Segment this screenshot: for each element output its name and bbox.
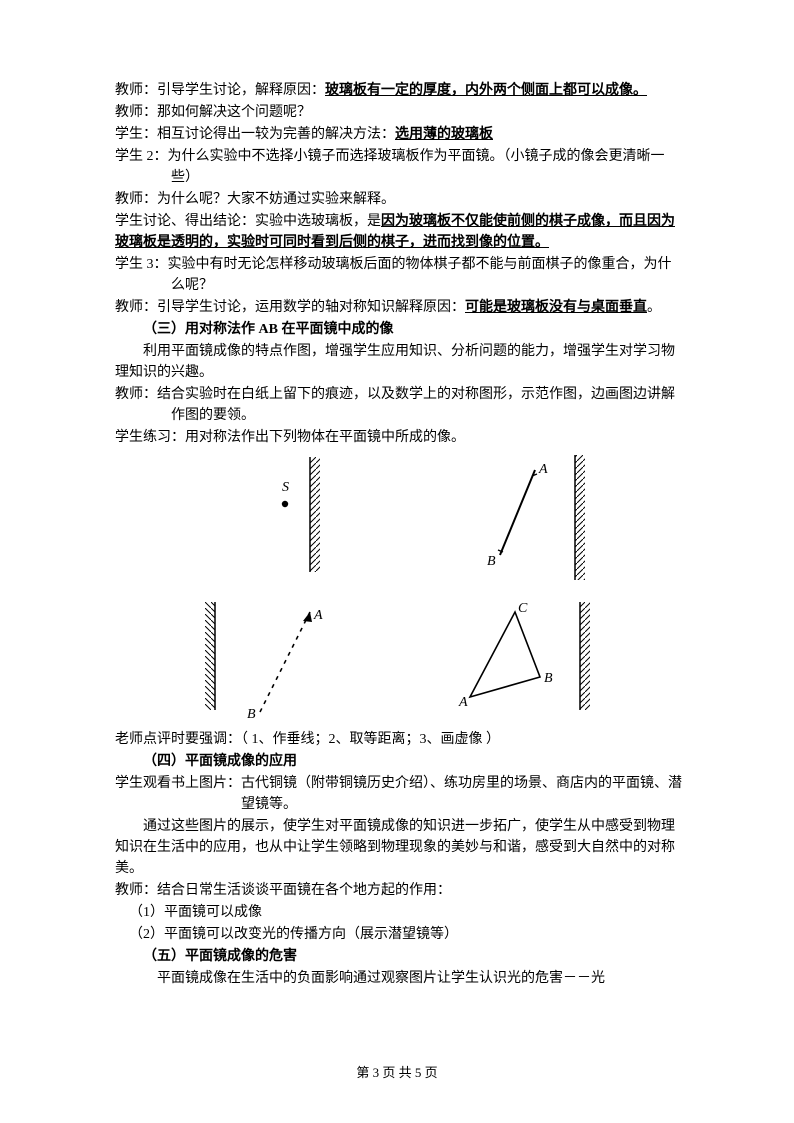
label-b: B [544, 671, 553, 686]
paragraph: 老师点评时要强调：（ 1、作垂线；2、取等距离；3、画虚像 ） [115, 729, 684, 750]
speaker-label: 学生 3： [115, 257, 168, 272]
dialogue-line: 教师：为什么呢？大家不妨通过实验来解释。 [115, 189, 684, 210]
exercise-prompt: 学生练习：用对称法作出下列物体在平面镜中所成的像。 [115, 427, 684, 448]
dialogue-line: 学生：相互讨论得出一较为完善的解决方法：选用薄的玻璃板 [115, 124, 684, 145]
label-b: B [487, 554, 496, 569]
paragraph: 利用平面镜成像的特点作图，增强学生应用知识、分析问题的能力，增强学生对学习物理知… [115, 341, 684, 383]
label-a: A [313, 608, 323, 623]
emphasis-text: 选用薄的玻璃板 [395, 127, 493, 142]
paragraph: 平面镜成像在生活中的负面影响通过观察图片让学生认识光的危害－－光 [115, 968, 684, 989]
label-a: A [538, 462, 548, 477]
dialogue-line: 学生 3：实验中有时无论怎样移动玻璃板后面的物体棋子都不能与前面棋子的像重合，为… [115, 254, 684, 296]
diagram-svg: A B C [435, 602, 625, 722]
prompt-label: 学生练习： [115, 430, 185, 445]
dialogue-line: 学生 2：为什么实验中不选择小镜子而选择玻璃板作为平面镜。（小镜子成的像会更清晰… [115, 146, 684, 188]
diagram-arrow-ab: A B [205, 602, 385, 722]
body-text: 结合实验时在白纸上留下的痕迹，以及数学上的对称图形，示范作图，边画图边讲解作图的… [157, 387, 675, 423]
label-c: C [518, 602, 528, 616]
diagram-segment-ab: A B [445, 455, 615, 585]
dialogue-line: 教师：结合实验时在白纸上留下的痕迹，以及数学上的对称图形，示范作图，边画图边讲解… [115, 384, 684, 426]
diagram-grid: S A B [115, 452, 684, 727]
speaker-label: 学生： [115, 127, 157, 142]
list-item: （1）平面镜可以成像 [115, 902, 684, 923]
body-text: 用对称法作出下列物体在平面镜中所成的像。 [185, 430, 465, 445]
emphasis-text: 可能是玻璃板没有与桌面垂直 [465, 300, 647, 315]
body-text: 学生讨论、得出结论：实验中选玻璃板，是 [115, 214, 381, 229]
section-heading-4: （四）平面镜成像的应用 [115, 751, 684, 772]
body-text: 。 [647, 300, 661, 315]
paragraph: 通过这些图片的展示，使学生对平面镜成像的知识进一步拓广，使学生从中感受到物理知识… [115, 816, 684, 879]
dialogue-line: 教师：那如何解决这个问题呢？ [115, 102, 684, 123]
speaker-label: 教师： [115, 883, 157, 898]
dialogue-line: 教师：结合日常生活谈谈平面镜在各个地方起的作用： [115, 880, 684, 901]
body-text: 引导学生讨论，运用数学的轴对称知识解释原因： [157, 300, 465, 315]
document-page: 教师：引导学生讨论，解释原因：玻璃板有一定的厚度，内外两个侧面上都可以成像。 教… [0, 0, 794, 1123]
body-text: 结合日常生活谈谈平面镜在各个地方起的作用： [157, 883, 451, 898]
diagram-triangle-abc: A B C [435, 602, 625, 722]
dialogue-line: 教师：引导学生讨论，解释原因：玻璃板有一定的厚度，内外两个侧面上都可以成像。 [115, 80, 684, 101]
paragraph: 学生观看书上图片：古代铜镜（附带铜镜历史介绍）、练功房里的场景、商店内的平面镜、… [115, 773, 684, 815]
diagram-svg: A B [205, 602, 385, 722]
diagram-svg: A B [445, 455, 615, 585]
speaker-label: 教师： [115, 300, 157, 315]
body-text: 古代铜镜（附带铜镜历史介绍）、练功房里的场景、商店内的平面镜、潜望镜等。 [241, 776, 682, 812]
speaker-label: 教师： [115, 105, 157, 120]
speaker-label: 学生 2： [115, 149, 168, 164]
section-heading-5: （五）平面镜成像的危害 [115, 946, 684, 967]
diagram-svg: S [190, 457, 360, 577]
section-heading-3: （三）用对称法作 AB 在平面镜中成的像 [115, 319, 684, 340]
body-text: 实验中有时无论怎样移动玻璃板后面的物体棋子都不能与前面棋子的像重合，为什么呢？ [168, 257, 672, 293]
speaker-label: 教师： [115, 387, 157, 402]
label-s: S [282, 480, 289, 495]
dialogue-line: 学生讨论、得出结论：实验中选玻璃板，是因为玻璃板不仅能使前侧的棋子成像，而且因为… [115, 211, 684, 253]
dialogue-line: 教师：引导学生讨论，运用数学的轴对称知识解释原因：可能是玻璃板没有与桌面垂直。 [115, 297, 684, 318]
body-text: 为什么实验中不选择小镜子而选择玻璃板作为平面镜。（小镜子成的像会更清晰一些） [168, 149, 665, 185]
label-b: B [247, 707, 256, 722]
list-item: （2）平面镜可以改变光的传播方向（展示潜望镜等） [115, 924, 684, 945]
prompt-label: 学生观看书上图片： [115, 776, 241, 791]
speaker-label: 教师： [115, 83, 157, 98]
body-text: 那如何解决这个问题呢？ [157, 105, 311, 120]
body-text: 相互讨论得出一较为完善的解决方法： [157, 127, 395, 142]
page-footer: 第 3 页 共 5 页 [0, 1062, 794, 1081]
emphasis-text: 玻璃板有一定的厚度，内外两个侧面上都可以成像。 [325, 83, 647, 98]
speaker-label: 教师： [115, 192, 157, 207]
label-a: A [458, 695, 468, 710]
body-text: 引导学生讨论，解释原因： [157, 83, 325, 98]
body-text: 为什么呢？大家不妨通过实验来解释。 [157, 192, 395, 207]
diagram-point-s: S [190, 457, 360, 577]
